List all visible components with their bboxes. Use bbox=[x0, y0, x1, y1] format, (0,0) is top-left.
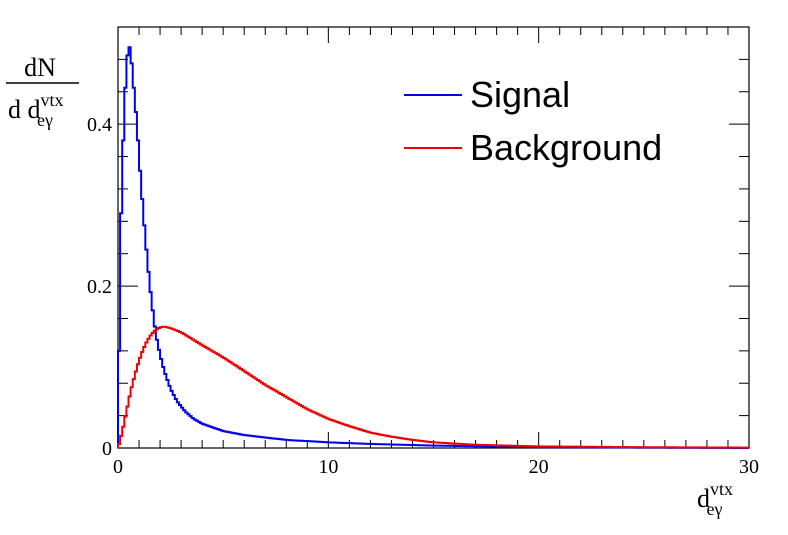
legend-label-signal: Signal bbox=[470, 74, 570, 115]
y-axis-numerator: dN bbox=[24, 53, 56, 82]
x-tick-label: 0 bbox=[113, 456, 123, 478]
x-tick-label: 30 bbox=[739, 456, 759, 478]
x-tick-label: 20 bbox=[529, 456, 549, 478]
y-axis-denominator: d dvtx eγ bbox=[8, 90, 64, 130]
series-line-signal bbox=[117, 46, 749, 449]
series-line-background bbox=[117, 325, 749, 449]
x-axis-title: dvtx eγ bbox=[697, 479, 733, 519]
y-axis-title: dN d dvtx eγ bbox=[6, 53, 79, 130]
series-layer bbox=[117, 46, 749, 449]
plot-frame bbox=[117, 26, 750, 449]
axis-tick-labels: 0 10 20 30 0 0.2 0.4 bbox=[87, 114, 759, 478]
legend: Signal Background bbox=[404, 74, 662, 168]
y-tick-label: 0.4 bbox=[87, 114, 112, 136]
y-tick-label: 0.2 bbox=[87, 276, 112, 298]
x-tick-label: 10 bbox=[318, 456, 338, 478]
legend-label-background: Background bbox=[470, 127, 662, 168]
y-tick-label: 0 bbox=[102, 438, 112, 460]
x-axis-title-text: dvtx eγ bbox=[697, 479, 733, 519]
axis-ticks bbox=[117, 26, 750, 449]
